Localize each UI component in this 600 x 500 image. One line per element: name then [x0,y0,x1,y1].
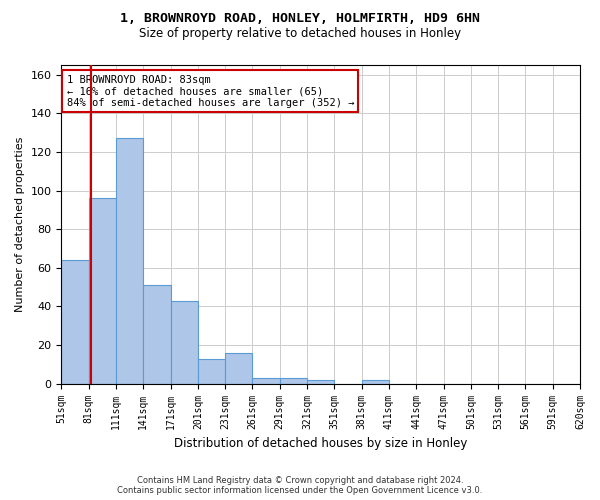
Bar [89,198,116,384]
X-axis label: Distribution of detached houses by size in Honley: Distribution of detached houses by size … [174,437,467,450]
Text: Size of property relative to detached houses in Honley: Size of property relative to detached ho… [139,28,461,40]
Bar [61,260,89,384]
Text: Contains HM Land Registry data © Crown copyright and database right 2024.
Contai: Contains HM Land Registry data © Crown c… [118,476,482,495]
Bar [307,380,334,384]
Bar [170,300,198,384]
Bar [116,138,143,384]
Bar [198,358,225,384]
Bar [225,353,253,384]
Bar [253,378,280,384]
Text: 1, BROWNROYD ROAD, HONLEY, HOLMFIRTH, HD9 6HN: 1, BROWNROYD ROAD, HONLEY, HOLMFIRTH, HD… [120,12,480,26]
Bar [280,378,307,384]
Text: 1 BROWNROYD ROAD: 83sqm
← 16% of detached houses are smaller (65)
84% of semi-de: 1 BROWNROYD ROAD: 83sqm ← 16% of detache… [67,74,354,108]
Y-axis label: Number of detached properties: Number of detached properties [15,136,25,312]
Bar [143,285,170,384]
Bar [362,380,389,384]
